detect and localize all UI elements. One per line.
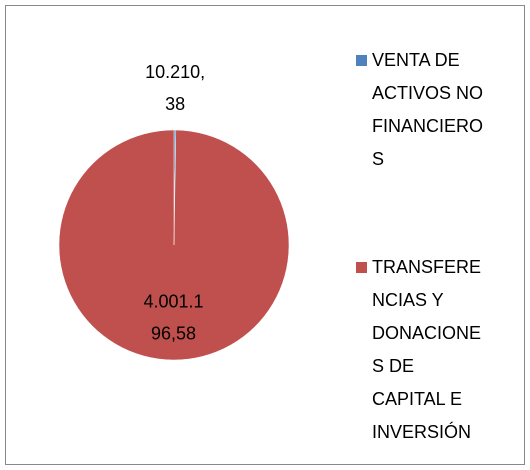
legend-swatch (356, 262, 367, 273)
data-label: 10.210, 38 (145, 62, 205, 114)
pie-slice (58, 129, 290, 361)
data-label: 4.001.1 96,58 (144, 291, 204, 343)
legend-label: VENTA DE ACTIVOS NO FINANCIERO S (372, 50, 483, 169)
legend-label: TRANSFERE NCIAS Y DONACIONE S DE CAPITAL E IN… (372, 257, 481, 442)
legend-swatch (356, 55, 367, 66)
